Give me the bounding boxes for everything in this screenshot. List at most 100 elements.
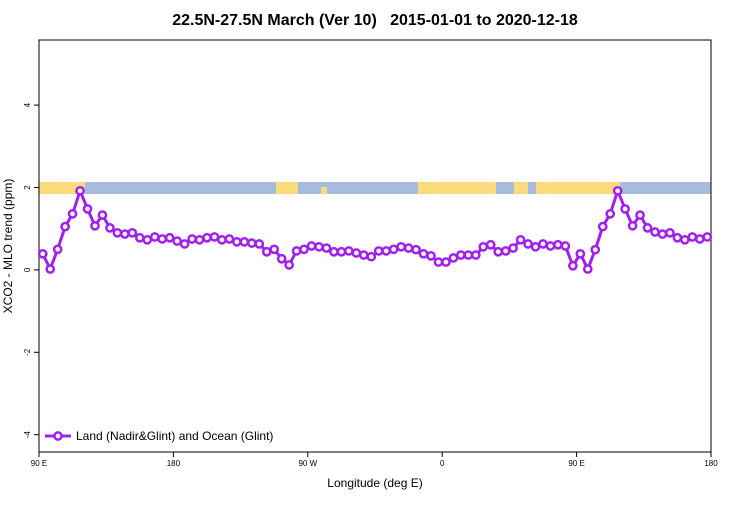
data-point	[597, 221, 608, 232]
x-tick-label: 90 W	[298, 459, 317, 468]
data-point	[179, 239, 190, 249]
data-point	[418, 248, 429, 259]
land-band	[418, 182, 496, 194]
data-point	[515, 234, 526, 245]
legend: Land (Nadir&Glint) and Ocean (Glint)	[45, 429, 273, 443]
x-axis-label: Longitude (deg E)	[327, 476, 422, 490]
data-point	[612, 185, 623, 196]
data-point	[224, 234, 235, 244]
data-point	[470, 250, 481, 260]
data-point	[672, 232, 683, 243]
data-point	[232, 237, 242, 247]
data-point	[680, 234, 690, 245]
data-point	[463, 250, 474, 260]
land-band	[321, 187, 327, 194]
data-point	[276, 253, 287, 264]
data-point	[500, 246, 511, 256]
data-point	[553, 239, 563, 250]
data-point	[411, 244, 421, 255]
y-tick-label: 0	[23, 267, 32, 272]
data-point	[246, 238, 257, 248]
data-point	[194, 234, 205, 245]
data-point	[60, 221, 70, 232]
data-point	[239, 237, 250, 247]
data-point	[530, 241, 541, 252]
data-point	[478, 241, 489, 252]
data-point	[642, 223, 653, 233]
data-point	[635, 210, 645, 220]
data-point	[358, 250, 369, 260]
data-point	[373, 246, 384, 256]
data-point	[560, 241, 571, 251]
data-point	[37, 248, 48, 259]
data-point	[157, 234, 168, 244]
y-tick-label: -2	[23, 348, 32, 356]
data-point	[82, 204, 93, 214]
data-point	[493, 246, 504, 257]
data-point	[665, 227, 675, 238]
data-point	[448, 253, 459, 263]
data-point	[149, 232, 160, 242]
data-point	[523, 239, 533, 249]
data-point	[164, 232, 175, 243]
data-point	[90, 220, 100, 231]
data-point	[254, 239, 265, 249]
data-point	[321, 243, 332, 253]
data-point	[441, 257, 451, 267]
data-point	[650, 227, 660, 237]
surface-band	[39, 182, 711, 194]
data-point	[590, 244, 601, 255]
data-point	[75, 185, 85, 196]
data-point	[314, 241, 324, 252]
land-band	[514, 182, 528, 194]
plot-frame	[38, 39, 712, 453]
data-point	[284, 260, 294, 270]
data-point	[291, 246, 302, 256]
data-point	[45, 264, 56, 274]
data-point	[433, 257, 444, 267]
data-point	[485, 239, 496, 250]
data-point	[582, 264, 593, 274]
data-point	[217, 234, 227, 245]
data-point	[605, 209, 616, 219]
land-band	[276, 182, 298, 194]
x-tick-label: 90 E	[568, 459, 584, 468]
y-axis-label: XCO2 - MLO trend (ppm)	[1, 179, 15, 314]
data-point	[403, 243, 414, 253]
data-point	[202, 232, 212, 243]
y-tick-label: -4	[23, 431, 32, 439]
data-point	[344, 246, 354, 256]
data-point	[366, 251, 377, 262]
legend-label: Land (Nadir&Glint) and Ocean (Glint)	[76, 429, 273, 443]
legend-marker	[53, 431, 63, 441]
data-point	[568, 260, 578, 271]
data-point	[209, 232, 220, 242]
data-point	[545, 241, 556, 251]
land-band	[39, 182, 85, 194]
data-point	[702, 232, 713, 242]
data-point	[351, 248, 362, 258]
data-point	[426, 251, 436, 261]
data-point	[538, 239, 548, 249]
data-point	[120, 229, 130, 239]
data-point	[456, 250, 466, 260]
data-point	[142, 234, 153, 245]
data-point	[306, 241, 317, 251]
land-band	[536, 182, 620, 194]
y-tick-label: 2	[23, 185, 32, 190]
y-tick-label: 4	[23, 102, 32, 107]
data-point	[172, 236, 182, 246]
x-tick-label: 180	[704, 459, 718, 468]
data-point	[620, 204, 630, 214]
data-point	[508, 243, 518, 253]
data-point	[627, 220, 638, 231]
x-tick-label: 90 E	[31, 459, 47, 468]
data-point	[134, 232, 145, 243]
data-point	[657, 229, 668, 239]
data-point	[52, 244, 63, 255]
data-point	[694, 234, 705, 244]
chart-title: 22.5N-27.5N March (Ver 10) 2015-01-01 to…	[172, 12, 578, 29]
data-point	[187, 234, 197, 244]
